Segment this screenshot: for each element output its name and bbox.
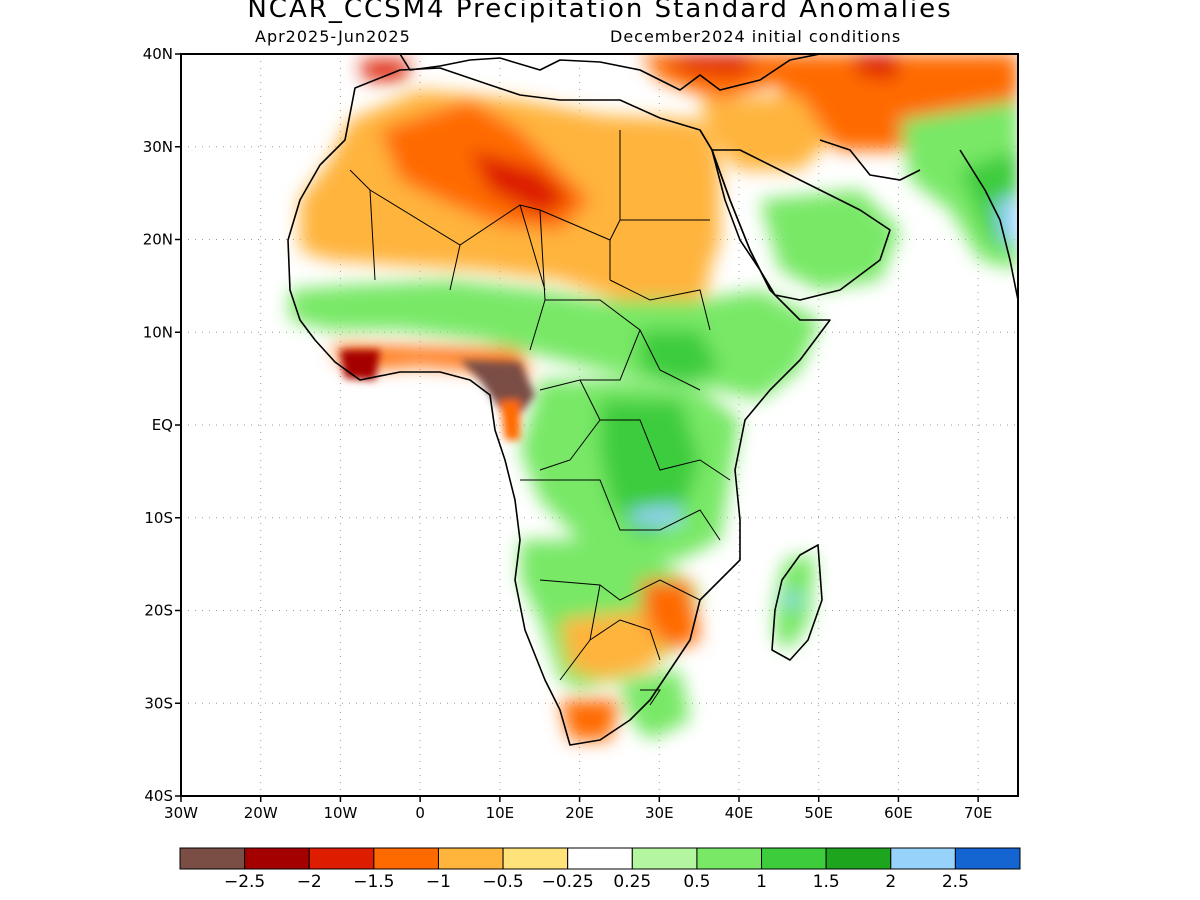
lon-label: 10E [486, 804, 515, 822]
lon-label: 20W [244, 804, 278, 822]
initial-conditions: December2024 initial conditions [610, 27, 902, 46]
lat-label: 20N [143, 231, 173, 249]
colorbar-label: 2.5 [942, 872, 969, 892]
colorbar: −2.5 −2 −1.5 −1 −0.5 −0.25 0.25 0.5 1 1.5 2 2.5 [179, 847, 1021, 892]
map-title: NCAR_CCSM4 Precipitation Standard Anomal… [247, 0, 953, 24]
colorbar-swatch [502, 847, 569, 870]
lon-label: 50E [804, 804, 833, 822]
lat-label: 40S [144, 787, 173, 805]
colorbar-swatch [179, 847, 246, 870]
lat-label: EQ [152, 416, 173, 434]
colorbar-swatch [761, 847, 827, 870]
colorbar-label: −2 [297, 872, 322, 892]
colorbar-label: −1.5 [353, 872, 394, 892]
lon-label: 30W [164, 804, 198, 822]
colorbar-swatch [696, 847, 763, 870]
colorbar-label: 1.5 [813, 872, 840, 892]
colorbar-swatch [954, 847, 1021, 870]
colorbar-label: 0.25 [613, 872, 651, 892]
lat-label: 20S [144, 602, 173, 620]
lat-label: 10S [144, 509, 173, 527]
lon-label: 60E [884, 804, 913, 822]
lon-label: 40E [725, 804, 754, 822]
colorbar-swatch [437, 847, 504, 870]
colorbar-swatch [890, 847, 956, 870]
colorbar-swatch [373, 847, 439, 870]
lon-label: 0 [415, 804, 425, 822]
colorbar-label: −0.5 [482, 872, 523, 892]
forecast-period: Apr2025-Jun2025 [255, 27, 411, 46]
lat-label: 30N [143, 138, 173, 156]
country-borders [349, 130, 731, 706]
colorbar-swatch [631, 847, 698, 870]
lon-label: 30E [645, 804, 674, 822]
longitude-axis: 30W 20W 10W 0 10E 20E 30E 40E 50E 60E 70E [164, 796, 992, 822]
colorbar-label: −2.5 [224, 872, 265, 892]
colorbar-swatch [244, 847, 310, 870]
colorbar-label: 0.5 [683, 872, 710, 892]
colorbar-label: −1 [426, 872, 451, 892]
lon-label: 20E [565, 804, 594, 822]
anomaly-field [290, 54, 1018, 740]
colorbar-label: 2 [885, 872, 896, 892]
colorbar-swatch [825, 847, 892, 870]
latitude-axis: 40N 30N 20N 10N EQ 10S 20S 30S 40S [143, 45, 181, 805]
lon-label: 70E [964, 804, 993, 822]
colorbar-label: −0.25 [542, 872, 594, 892]
lon-label: 10W [323, 804, 357, 822]
lat-label: 40N [143, 45, 173, 63]
coastlines [287, 54, 1018, 746]
colorbar-label: 1 [756, 872, 767, 892]
colorbar-swatch [567, 847, 633, 870]
lat-label: 30S [144, 694, 173, 712]
colorbar-swatch [308, 847, 375, 870]
lat-label: 10N [143, 323, 173, 341]
